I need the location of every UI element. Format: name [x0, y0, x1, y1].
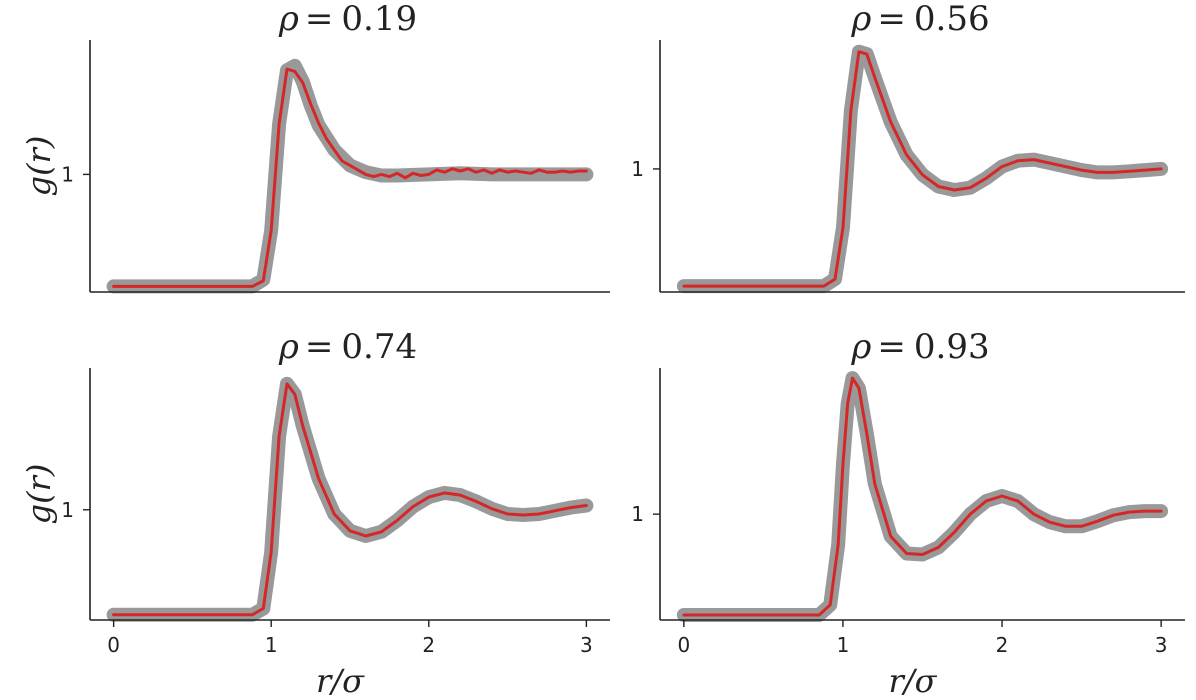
subplot-title: ρ = 0.93	[850, 327, 989, 367]
subplot-4: 1 0 1 2 3 ρ = 0.93 r/σ	[631, 327, 1185, 700]
subplot-2: 1 ρ = 0.56	[631, 0, 1185, 294]
x-tick-label: 3	[580, 633, 593, 657]
subplot-title: ρ = 0.74	[278, 327, 417, 367]
x-tick-label: 2	[996, 633, 1009, 657]
reference-line-4	[676, 371, 1169, 622]
y-tick-label: 1	[631, 502, 644, 526]
x-axis-label: r/σ	[316, 662, 365, 700]
x-axis-label: r/σ	[889, 662, 938, 700]
reference-line-1	[106, 58, 594, 294]
subplot-title: ρ = 0.19	[278, 0, 417, 39]
y-axis-label: g(r)	[20, 464, 58, 525]
y-axis-label: g(r)	[20, 136, 58, 197]
reference-line-3	[106, 376, 594, 622]
subplot-3: 1 0 1 2 3 ρ = 0.74 g(r) r/σ	[20, 327, 610, 700]
x-tick-label: 1	[265, 633, 278, 657]
x-tick-label: 3	[1155, 633, 1168, 657]
simulation-line-3	[112, 382, 588, 617]
x-tick-label: 0	[677, 633, 690, 657]
y-tick-label: 1	[61, 498, 74, 522]
simulation-line-1	[112, 67, 588, 288]
y-tick-label: 1	[61, 162, 74, 186]
simulation-line-2	[682, 50, 1163, 288]
simulation-line-4	[682, 376, 1163, 617]
reference-line-2	[676, 44, 1169, 294]
x-tick-label: 0	[107, 633, 120, 657]
x-tick-label: 2	[422, 633, 435, 657]
subplot-1: 1 ρ = 0.19 g(r)	[20, 0, 610, 294]
y-tick-label: 1	[631, 157, 644, 181]
subplot-title: ρ = 0.56	[850, 0, 989, 39]
x-tick-label: 1	[837, 633, 850, 657]
